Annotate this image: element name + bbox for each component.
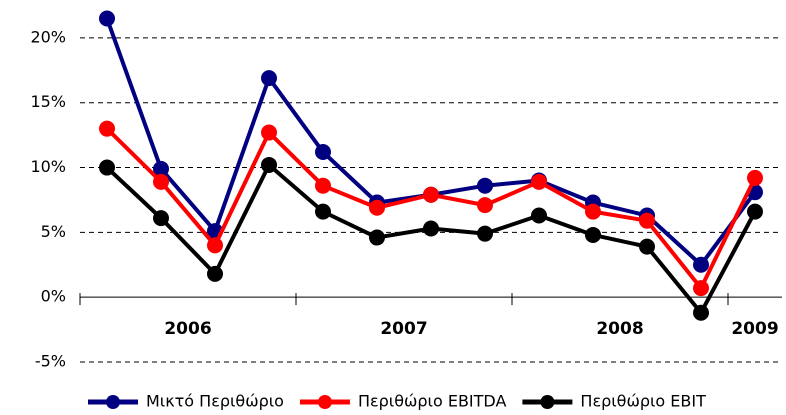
y-tick-label: 20% — [30, 27, 66, 46]
point — [585, 203, 601, 220]
y-tick-label: -5% — [35, 352, 66, 371]
point — [261, 156, 277, 173]
point — [477, 197, 493, 214]
x-group-label: 2006 — [164, 319, 211, 339]
y-tick-label: 0% — [41, 287, 66, 306]
point — [315, 203, 331, 220]
legend-marker — [317, 395, 332, 409]
x-group-label: 2007 — [380, 319, 427, 339]
point — [693, 304, 709, 321]
y-tick-label: 15% — [30, 92, 66, 111]
point — [99, 10, 115, 27]
point — [261, 70, 277, 87]
point — [531, 207, 547, 224]
legend-label: Περιθώριο EBITDA — [358, 392, 507, 411]
point — [423, 186, 439, 203]
point — [369, 229, 385, 246]
point — [477, 225, 493, 242]
point — [99, 120, 115, 137]
legend-marker — [540, 395, 555, 409]
point — [423, 220, 439, 237]
legend-label: Περιθώριο EBIT — [580, 392, 706, 411]
point — [369, 199, 385, 216]
point — [747, 169, 763, 186]
x-group-label: 2008 — [596, 319, 643, 339]
y-tick-label: 5% — [41, 222, 66, 241]
y-tick-label: 10% — [30, 157, 66, 176]
legend-label: Μικτό Περιθώριο — [146, 392, 284, 411]
point — [153, 210, 169, 227]
x-group-label: 2009 — [731, 319, 778, 339]
point — [693, 256, 709, 273]
point — [585, 226, 601, 243]
point — [693, 280, 709, 297]
point — [153, 160, 169, 177]
point — [747, 203, 763, 220]
point — [477, 177, 493, 194]
legend-marker — [106, 395, 120, 409]
point — [639, 212, 655, 229]
point — [99, 159, 115, 176]
point — [261, 124, 277, 141]
point — [315, 144, 331, 160]
point — [207, 237, 223, 254]
point — [639, 238, 655, 255]
point — [531, 173, 547, 190]
point — [315, 177, 331, 194]
point — [153, 173, 169, 190]
point — [207, 265, 223, 282]
